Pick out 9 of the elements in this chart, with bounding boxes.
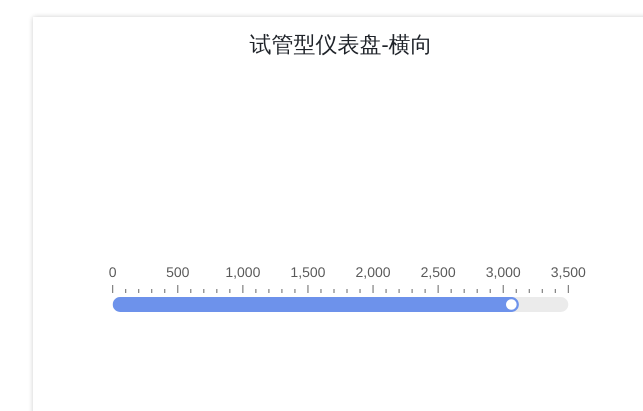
x-tick-label: 500 [166, 264, 190, 280]
x-tick-label: 3,000 [486, 264, 521, 280]
x-tick-label: 2,500 [420, 264, 456, 280]
x-tick-label: 0 [108, 264, 117, 280]
chart-title: 试管型仪表盘-横向 [248, 31, 434, 59]
x-tick-label: 3,500 [550, 264, 586, 280]
x-tick-label: 1,500 [290, 264, 326, 280]
x-tick-label: 2,000 [356, 264, 391, 280]
x-tick-label: 1,000 [225, 264, 261, 280]
